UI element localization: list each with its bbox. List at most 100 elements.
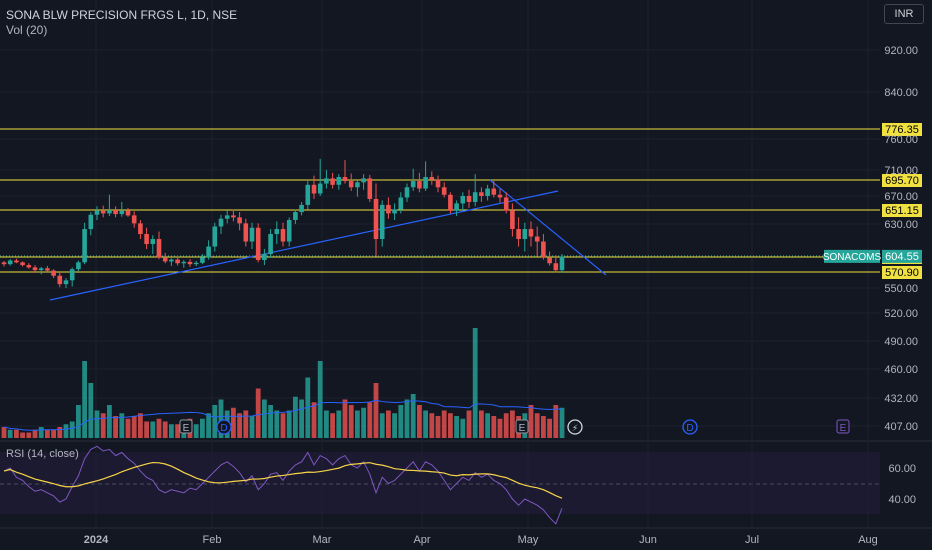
flash-marker[interactable] bbox=[567, 419, 583, 435]
candle-body bbox=[20, 262, 25, 266]
earnings-marker[interactable] bbox=[179, 419, 193, 434]
falling-trendline[interactable] bbox=[489, 179, 607, 276]
candle-body bbox=[119, 210, 125, 215]
price-tick-label: 407.00 bbox=[884, 421, 918, 433]
event-markers[interactable]: E E D D E ⚡ bbox=[179, 419, 850, 435]
candle-body bbox=[144, 234, 149, 245]
current-price-tag bbox=[882, 249, 922, 263]
level-price-tag bbox=[882, 123, 922, 136]
symbol-title[interactable]: SONA BLW PRECISION FRGS L, 1D, NSE bbox=[6, 8, 238, 22]
dividend-marker[interactable] bbox=[682, 419, 698, 435]
rsi-legend[interactable]: RSI (14, close) bbox=[6, 448, 79, 460]
volume-bar bbox=[386, 410, 391, 438]
candle-body bbox=[559, 256, 565, 271]
candle-body bbox=[497, 194, 503, 198]
dividend-marker[interactable] bbox=[216, 419, 232, 435]
candle-body bbox=[38, 268, 44, 271]
volume-bar bbox=[156, 418, 162, 438]
candle-body bbox=[156, 239, 162, 258]
volume-bar bbox=[342, 399, 348, 438]
candlesticks[interactable] bbox=[1, 158, 565, 288]
volume-bar bbox=[131, 416, 137, 438]
price-tick-label: 670.00 bbox=[884, 191, 918, 203]
volume-bar bbox=[255, 388, 261, 438]
candle-body bbox=[255, 227, 261, 261]
time-tick-label: 2024 bbox=[84, 534, 109, 546]
volume-bar bbox=[107, 405, 112, 438]
candle-body bbox=[88, 214, 94, 230]
candle-body bbox=[249, 227, 255, 242]
candle-body bbox=[7, 260, 13, 265]
volume-bar bbox=[113, 416, 118, 438]
candle-body bbox=[243, 223, 249, 242]
candle-body bbox=[63, 280, 69, 285]
volume-bar bbox=[286, 410, 292, 438]
volume-bar bbox=[460, 418, 466, 438]
candle-body bbox=[231, 215, 236, 218]
candle-body bbox=[472, 192, 478, 202]
trend-lines[interactable] bbox=[49, 179, 607, 301]
volume-bar bbox=[7, 429, 13, 438]
candle-body bbox=[262, 254, 267, 261]
price-tick-label: 920.00 bbox=[884, 45, 918, 57]
time-axis[interactable]: 2024 Feb Mar Apr May Jun Jul Aug bbox=[0, 527, 932, 546]
volume-bar bbox=[503, 413, 509, 438]
candle-body bbox=[51, 270, 56, 276]
volume-bar bbox=[243, 410, 249, 438]
volume-bar bbox=[317, 361, 323, 438]
candle-body bbox=[373, 198, 379, 240]
volume-bar bbox=[162, 421, 168, 438]
volume-bar bbox=[144, 421, 149, 438]
volume-legend[interactable]: Vol (20) bbox=[6, 23, 48, 37]
rsi-band bbox=[0, 452, 880, 514]
rising-trendline[interactable] bbox=[49, 190, 559, 301]
candle-body bbox=[131, 215, 137, 224]
earnings-marker[interactable] bbox=[515, 419, 529, 434]
earnings-marker-future-label: E bbox=[840, 423, 847, 434]
volume-bar bbox=[212, 405, 218, 438]
volume-bar bbox=[88, 383, 94, 438]
candle-body bbox=[76, 262, 81, 270]
candle-body bbox=[286, 220, 292, 242]
candle-body bbox=[429, 176, 435, 180]
volume-bar bbox=[559, 407, 565, 438]
volume-bar bbox=[293, 396, 298, 438]
volume-bar bbox=[299, 399, 304, 438]
rsi-line bbox=[3, 445, 563, 525]
symbol-tag-label: SONACOMS bbox=[823, 252, 882, 263]
volume-bar bbox=[379, 413, 385, 438]
candle-body bbox=[113, 210, 118, 215]
chart-legend: SONA BLW PRECISION FRGS L, 1D, NSE Vol (… bbox=[6, 8, 237, 37]
candle-body bbox=[14, 260, 19, 263]
candle-body bbox=[107, 210, 112, 214]
volume-bar bbox=[441, 410, 447, 438]
candle-body bbox=[82, 229, 87, 263]
grid-lines bbox=[0, 0, 880, 528]
candle-body bbox=[355, 182, 360, 188]
currency-button[interactable]: INR bbox=[884, 4, 924, 24]
candle-body bbox=[454, 203, 459, 211]
candle-body bbox=[541, 241, 546, 258]
volume-bar bbox=[485, 413, 490, 438]
volume-bar bbox=[435, 416, 441, 438]
candle-body bbox=[553, 263, 559, 271]
earnings-marker-future[interactable] bbox=[836, 419, 850, 434]
time-tick-label: Jun bbox=[639, 534, 657, 546]
candle-body bbox=[299, 204, 304, 213]
volume-bar bbox=[466, 410, 472, 438]
volume-bar bbox=[94, 410, 100, 438]
rsi-pane[interactable] bbox=[0, 440, 932, 514]
candle-body bbox=[528, 229, 534, 237]
candle-body bbox=[367, 178, 373, 199]
volume-bar bbox=[423, 410, 428, 438]
candle-body bbox=[547, 257, 552, 264]
candle-body bbox=[348, 181, 354, 188]
candle-body bbox=[212, 226, 218, 247]
price-tick-label: 550.00 bbox=[884, 283, 918, 295]
volume-bar bbox=[355, 410, 360, 438]
volume-bar bbox=[63, 424, 69, 438]
volume-bar bbox=[76, 405, 81, 438]
price-axis[interactable]: 920.00 840.00 760.00 710.00 670.00 630.00 550.… bbox=[823, 45, 922, 506]
